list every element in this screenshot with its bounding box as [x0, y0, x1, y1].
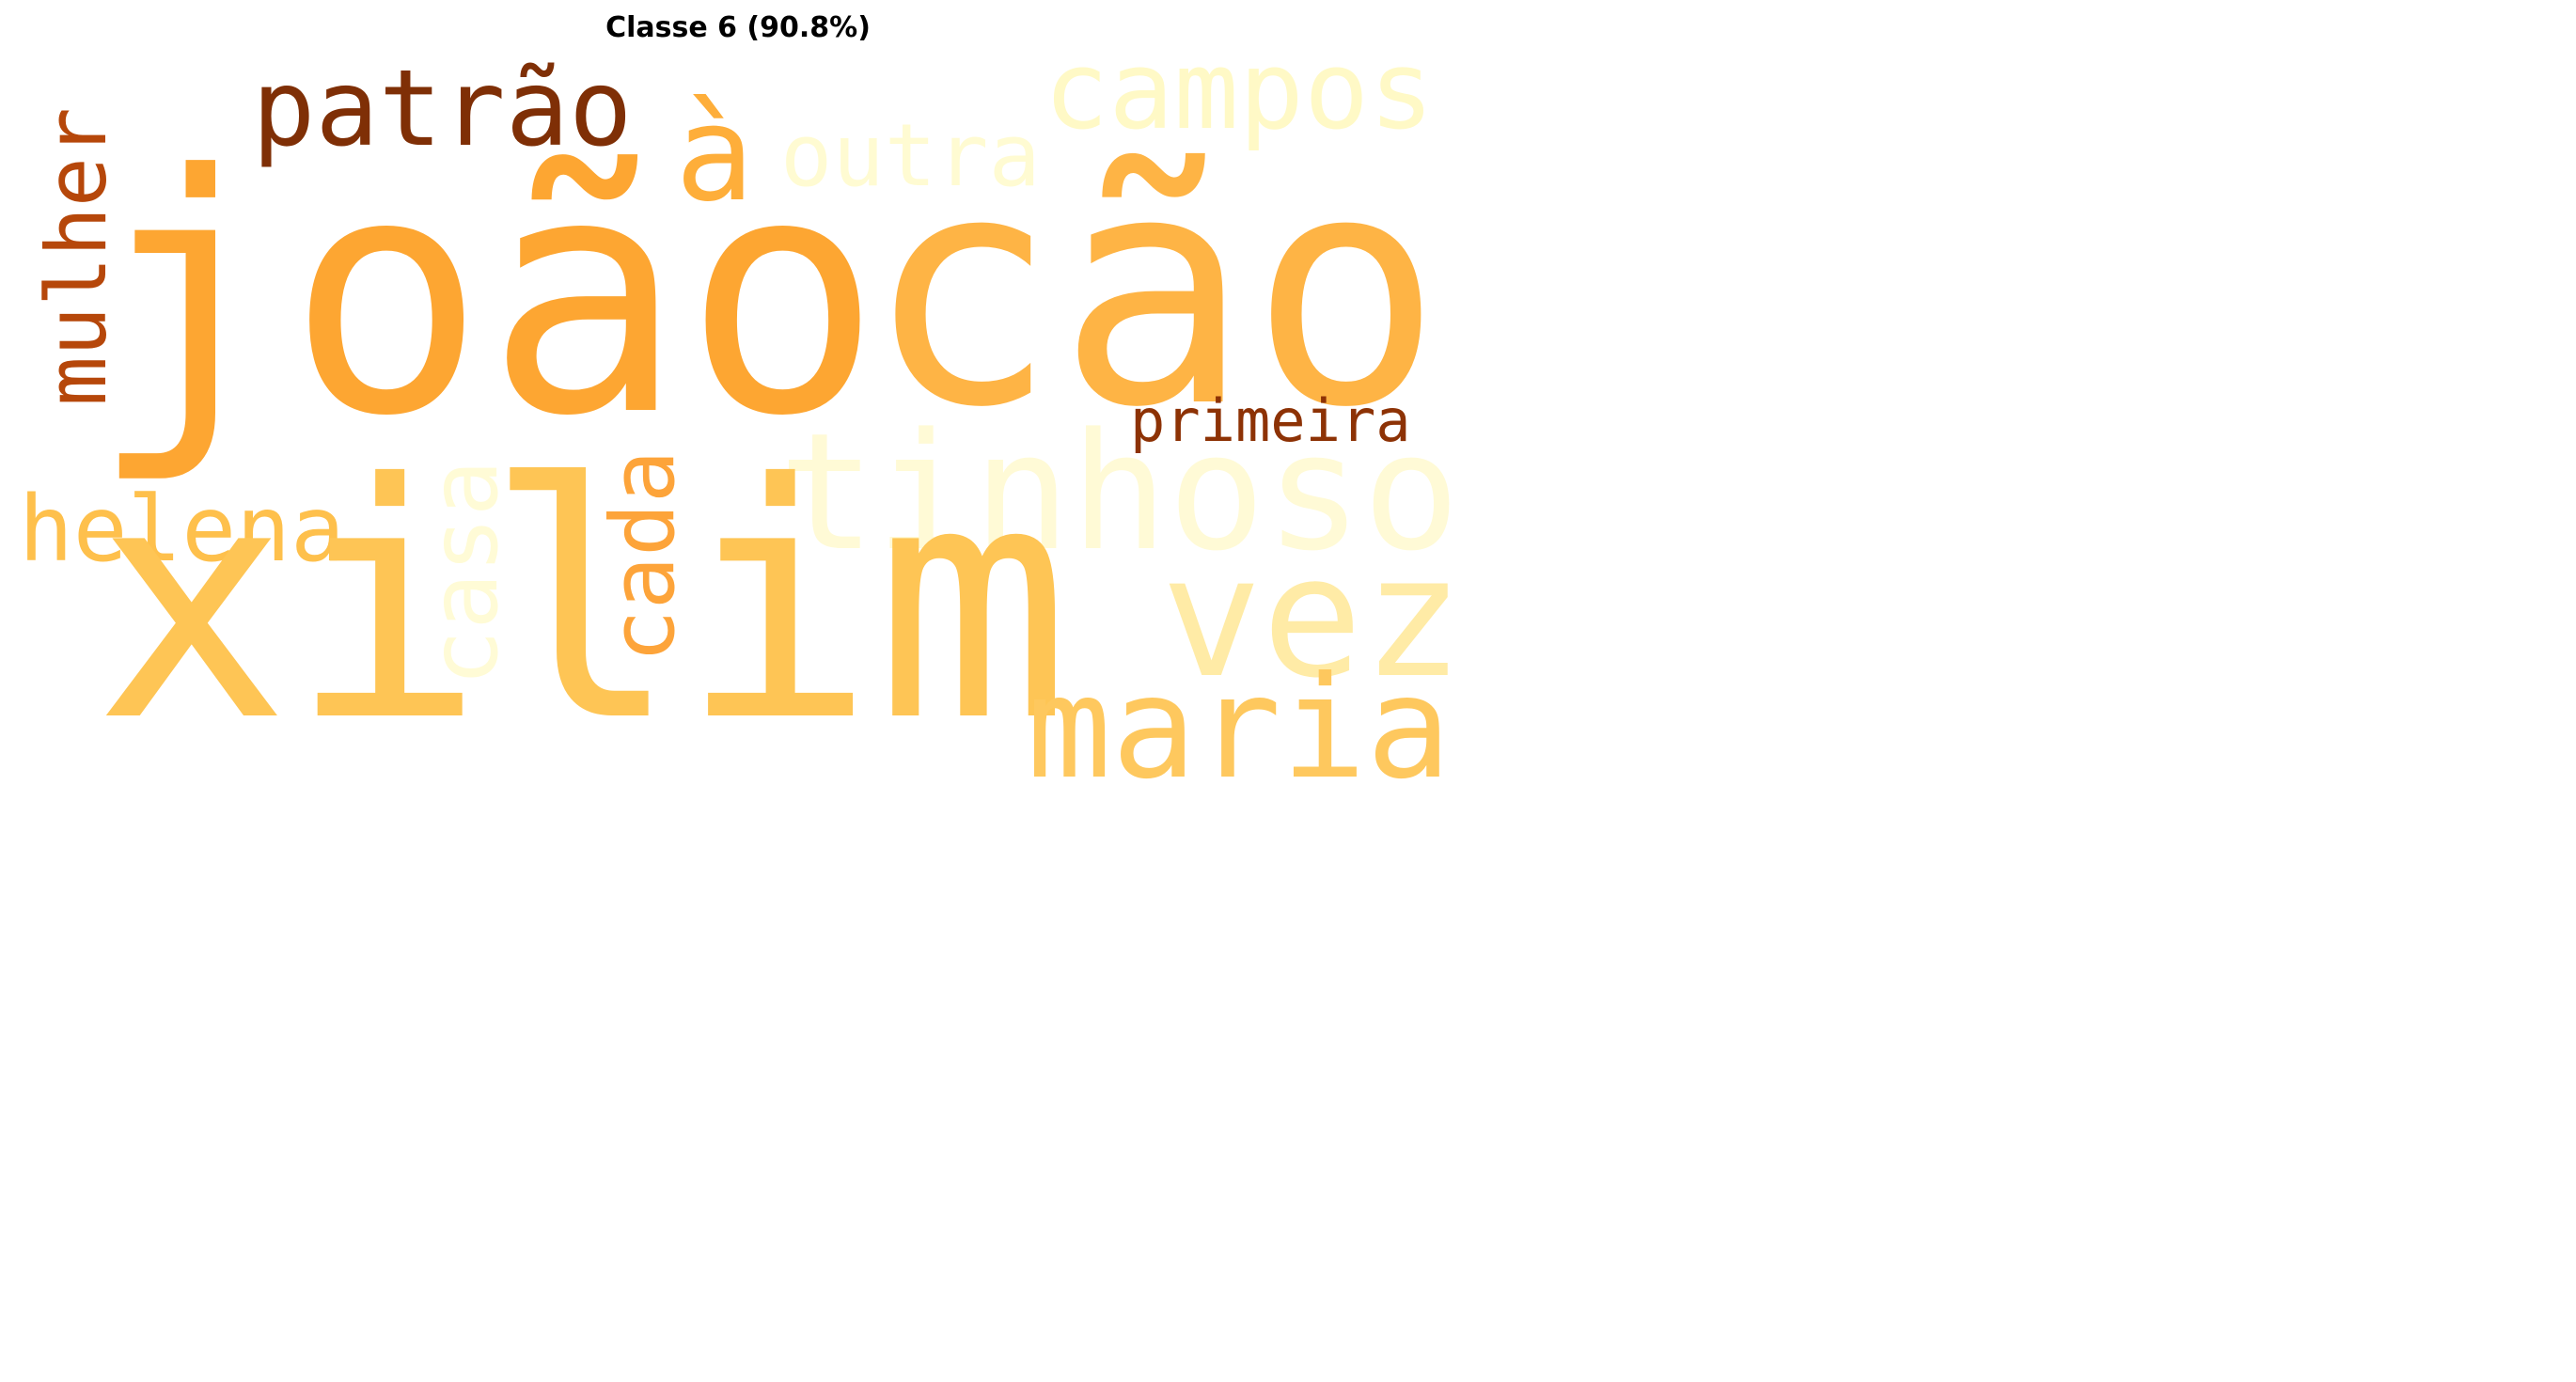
word-cao: cão	[865, 105, 1443, 478]
word-outra: outra	[780, 105, 1041, 206]
word-primeira: primeira	[1130, 386, 1411, 455]
word-patrao: patrão	[252, 48, 633, 170]
word-campos: campos	[1044, 28, 1435, 154]
word-joao: joão	[89, 104, 882, 488]
word-cloud: Classe 6 (90.8%) mulher casa cada campos…	[0, 0, 1476, 799]
word-a-grave: à	[675, 78, 755, 231]
word-helena: helena	[19, 477, 345, 582]
word-xilim: xilim	[94, 416, 1071, 793]
word-maria: maria	[1027, 647, 1452, 810]
chart-title: Classe 6 (90.8%)	[605, 11, 871, 44]
word-vez: vez	[1161, 520, 1464, 715]
word-tinhoso: tinhoso	[778, 398, 1460, 587]
